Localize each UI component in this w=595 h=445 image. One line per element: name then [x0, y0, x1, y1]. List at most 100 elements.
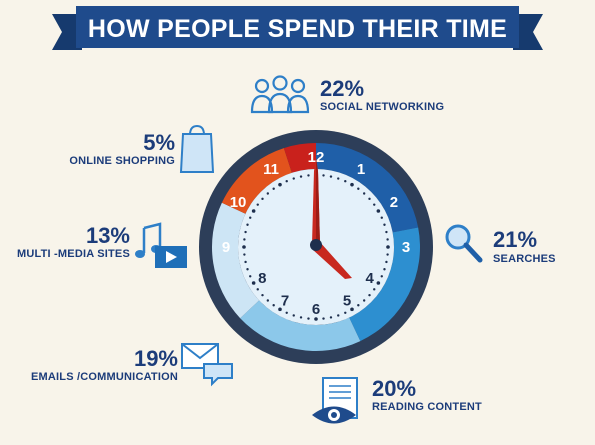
minute-tick [362, 192, 366, 195]
minute-tick [242, 245, 246, 249]
minute-tick [246, 268, 249, 271]
minute-tick [272, 304, 275, 307]
hour-hand [312, 241, 352, 279]
minute-tick [350, 307, 354, 312]
label-reading-content: READING CONTENT [372, 401, 482, 413]
pie-slice-2 [349, 227, 420, 342]
minute-tick [380, 275, 383, 278]
minute-tick [314, 317, 318, 321]
pie-slice-5 [221, 148, 292, 214]
minute-tick [272, 187, 275, 190]
clock-hour-6: 6 [312, 301, 320, 318]
minute-tick [344, 180, 347, 183]
minute-tick [385, 260, 388, 264]
clock-hour-3: 3 [402, 239, 410, 256]
minute-tick [246, 223, 249, 226]
minute-tick [261, 197, 264, 201]
minute-tick [376, 281, 381, 285]
minute-tick [292, 314, 295, 317]
minute-tick [350, 182, 354, 187]
eye-document-icon [312, 377, 358, 424]
minute-ticks [242, 173, 390, 321]
clock-hour-8: 8 [258, 270, 266, 287]
pct-emails: 19% [134, 346, 178, 371]
minute-tick [285, 311, 288, 314]
minute-tick [380, 216, 383, 219]
minute-tick [373, 203, 376, 206]
pie-slice-6 [283, 143, 316, 173]
minute-tick [244, 260, 247, 264]
minute-tick [386, 238, 389, 241]
pie-segments [212, 143, 420, 352]
minute-tick [322, 174, 325, 177]
minute-tick [299, 316, 303, 319]
pie-slice-4 [212, 202, 260, 319]
clock-hour-1: 1 [357, 161, 365, 178]
pct-multimedia: 13% [86, 223, 130, 248]
minute-tick [386, 245, 390, 249]
minute-tick [362, 299, 366, 302]
pct-searches: 21% [493, 227, 537, 252]
minute-tick [329, 316, 333, 319]
banner-ribbon-right [513, 14, 543, 50]
minute-tick [322, 317, 325, 320]
title-banner: HOW PEOPLE SPEND THEIR TIME [52, 6, 543, 50]
music-video-icon [135, 222, 187, 268]
pct-online-shopping: 5% [143, 130, 175, 155]
minute-tick [383, 223, 386, 226]
minute-tick [249, 216, 252, 219]
minute-tick [251, 209, 256, 213]
minute-tick [266, 192, 270, 195]
minute-tick [278, 182, 282, 187]
label-emails: EMAILS /COMMUNICATION [31, 371, 178, 383]
minute-tick [249, 275, 252, 278]
clock-hour-12: 12 [308, 149, 325, 166]
minute-tick [357, 304, 360, 307]
minute-tick [307, 174, 310, 177]
minute-tick [373, 288, 376, 291]
minute-tick [368, 293, 371, 297]
minute-tick [307, 317, 310, 320]
label-searches: SEARCHES [493, 253, 556, 265]
clock-hour-5: 5 [343, 293, 351, 310]
minute-tick [299, 175, 303, 178]
banner-ribbon-left [52, 14, 82, 50]
pct-reading-content: 20% [372, 376, 416, 401]
label-multimedia: MULTI -MEDIA SITES [17, 248, 130, 260]
banner-body [76, 6, 519, 48]
people-icon [250, 75, 310, 114]
minute-tick [376, 209, 381, 213]
segment-labels: 22% SOCIAL NETWORKING 21% SEARCHES 20% R… [17, 76, 556, 413]
envelope-icon [181, 343, 233, 387]
hand-pivot [310, 239, 322, 251]
pie-slice-1 [316, 143, 419, 233]
minute-tick [337, 177, 340, 180]
minute-tick [292, 177, 295, 180]
clock-hour-7: 7 [281, 293, 289, 310]
label-social-networking: SOCIAL NETWORKING [320, 101, 444, 113]
clock-hour-2: 2 [390, 194, 398, 211]
clock-hour-4: 4 [366, 270, 375, 287]
minute-tick [329, 175, 333, 178]
minute-tick [386, 253, 389, 256]
minute-tick [251, 281, 256, 285]
pie-slice-3 [240, 300, 361, 352]
minute-tick [256, 288, 259, 291]
minute-tick [243, 253, 246, 256]
clock-hour-11: 11 [263, 161, 279, 178]
minute-tick [243, 238, 246, 241]
clock-hour-10: 10 [230, 194, 247, 211]
minute-tick [256, 203, 259, 206]
label-online-shopping: ONLINE SHOPPING [69, 155, 175, 167]
magnifier-icon [445, 224, 483, 263]
shopping-bag-icon [179, 124, 215, 173]
minute-tick [278, 307, 282, 312]
pct-social-networking: 22% [320, 76, 364, 101]
minute-tick [285, 180, 288, 183]
minute-tick [337, 314, 340, 317]
minute-tick [357, 187, 360, 190]
minute-tick [385, 230, 388, 234]
minute-tick [244, 230, 247, 234]
